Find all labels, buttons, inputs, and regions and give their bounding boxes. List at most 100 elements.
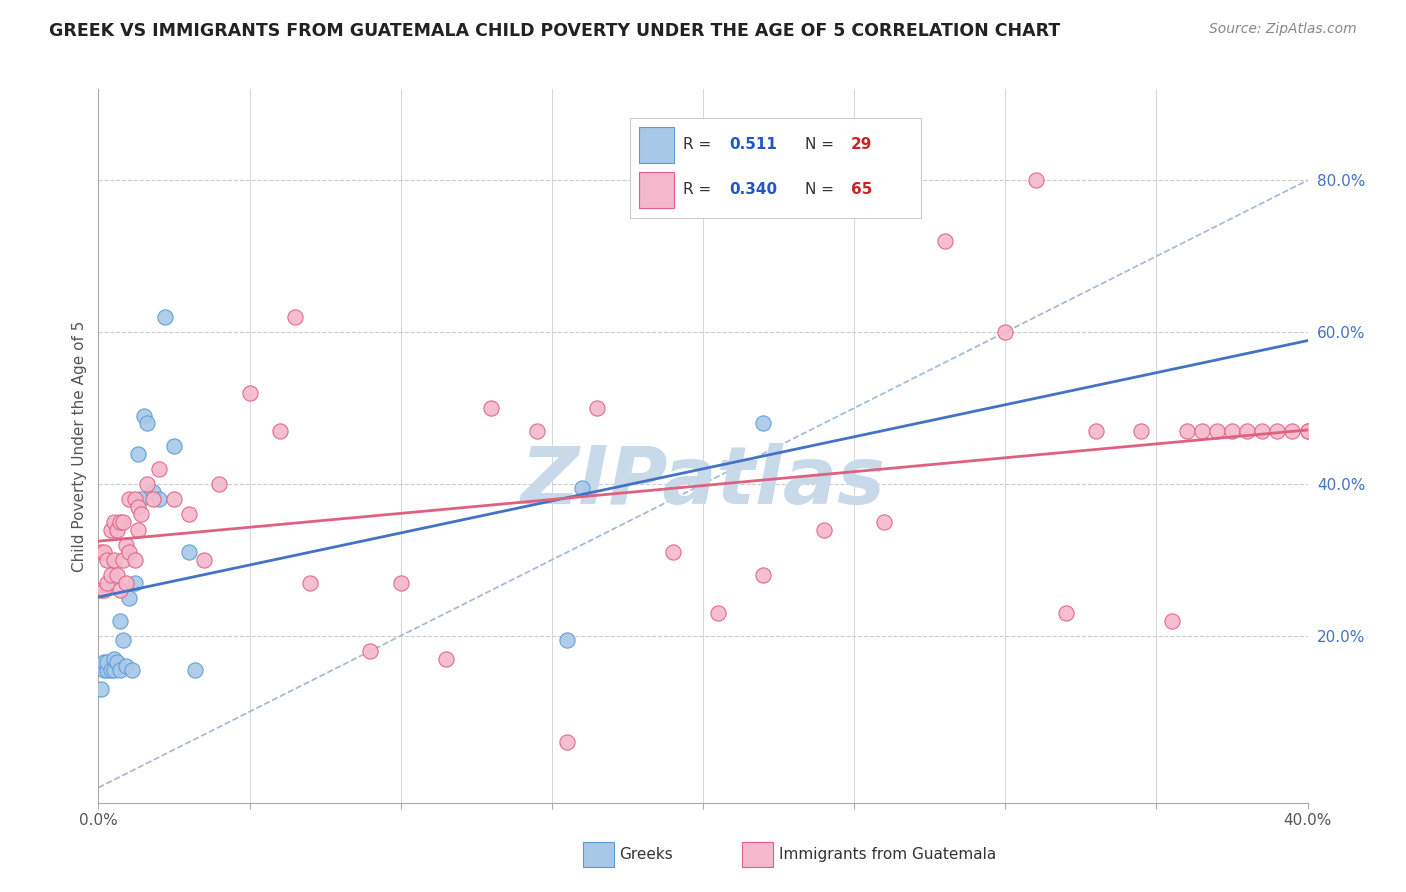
Point <box>93 583 115 598</box>
Point <box>994 325 1017 339</box>
Text: 65: 65 <box>851 182 872 197</box>
Point <box>100 523 122 537</box>
Point <box>1024 173 1046 187</box>
Point <box>108 515 131 529</box>
Point <box>1160 614 1182 628</box>
Text: 29: 29 <box>851 137 872 153</box>
Point <box>662 545 685 559</box>
Point <box>124 575 146 590</box>
Point <box>142 492 165 507</box>
Point <box>239 385 262 400</box>
Point <box>1296 424 1319 438</box>
Point <box>90 583 112 598</box>
Point <box>118 545 141 559</box>
Point <box>1296 424 1319 438</box>
Point <box>111 632 134 647</box>
Point <box>752 416 775 430</box>
Point <box>153 310 176 324</box>
Point <box>1267 424 1289 438</box>
Point <box>179 508 201 522</box>
Point <box>90 681 112 696</box>
Point <box>360 644 382 658</box>
Text: N =: N = <box>804 137 838 153</box>
Point <box>208 477 231 491</box>
Point <box>111 553 134 567</box>
Point <box>193 553 215 567</box>
Point <box>132 409 155 423</box>
Text: R =: R = <box>683 137 716 153</box>
Point <box>114 538 136 552</box>
Point <box>148 492 170 507</box>
Point <box>108 663 131 677</box>
Point <box>526 424 548 438</box>
Point <box>1251 424 1274 438</box>
Point <box>555 735 578 749</box>
Point <box>142 484 165 499</box>
Point <box>1191 424 1213 438</box>
Point <box>1206 424 1229 438</box>
Text: GREEK VS IMMIGRANTS FROM GUATEMALA CHILD POVERTY UNDER THE AGE OF 5 CORRELATION : GREEK VS IMMIGRANTS FROM GUATEMALA CHILD… <box>49 22 1060 40</box>
Point <box>299 575 322 590</box>
Text: Immigrants from Guatemala: Immigrants from Guatemala <box>779 847 997 862</box>
Text: 0.511: 0.511 <box>730 137 778 153</box>
Point <box>707 606 730 620</box>
Point <box>1220 424 1243 438</box>
Point <box>934 234 956 248</box>
Point <box>1236 424 1258 438</box>
Point <box>269 424 291 438</box>
Point <box>571 481 593 495</box>
Text: Source: ZipAtlas.com: Source: ZipAtlas.com <box>1209 22 1357 37</box>
Point <box>96 575 118 590</box>
Point <box>129 492 152 507</box>
Point <box>873 515 896 529</box>
Text: Greeks: Greeks <box>619 847 672 862</box>
Point <box>148 462 170 476</box>
Y-axis label: Child Poverty Under the Age of 5: Child Poverty Under the Age of 5 <box>72 320 87 572</box>
Point <box>813 523 835 537</box>
Point <box>124 492 146 507</box>
Point <box>555 632 578 647</box>
Bar <box>640 171 673 208</box>
Point <box>96 663 118 677</box>
Point <box>96 656 118 670</box>
Point <box>118 492 141 507</box>
Point <box>103 663 125 677</box>
Text: N =: N = <box>804 182 838 197</box>
Point <box>108 614 131 628</box>
Point <box>96 553 118 567</box>
Point <box>1085 424 1108 438</box>
Point <box>121 663 143 677</box>
Point <box>114 659 136 673</box>
Point <box>93 656 115 670</box>
Point <box>93 663 115 677</box>
Point <box>586 401 609 415</box>
Point <box>1054 606 1077 620</box>
Point <box>108 583 131 598</box>
Point <box>752 568 775 582</box>
Point <box>129 508 152 522</box>
Point <box>434 651 457 665</box>
Point <box>103 651 125 665</box>
Point <box>184 663 207 677</box>
Point <box>179 545 201 559</box>
Point <box>105 523 128 537</box>
Text: 0.340: 0.340 <box>730 182 778 197</box>
Point <box>127 523 149 537</box>
Point <box>100 568 122 582</box>
Point <box>93 545 115 559</box>
Point <box>284 310 307 324</box>
Point <box>103 515 125 529</box>
Point <box>135 477 157 491</box>
Bar <box>640 127 673 162</box>
Point <box>1175 424 1198 438</box>
Text: ZIPatlas: ZIPatlas <box>520 442 886 521</box>
Point <box>111 515 134 529</box>
Point <box>103 553 125 567</box>
Point <box>124 553 146 567</box>
Point <box>1130 424 1153 438</box>
Point <box>127 447 149 461</box>
Point <box>389 575 412 590</box>
Point <box>105 568 128 582</box>
Point <box>127 500 149 514</box>
Point <box>1281 424 1303 438</box>
